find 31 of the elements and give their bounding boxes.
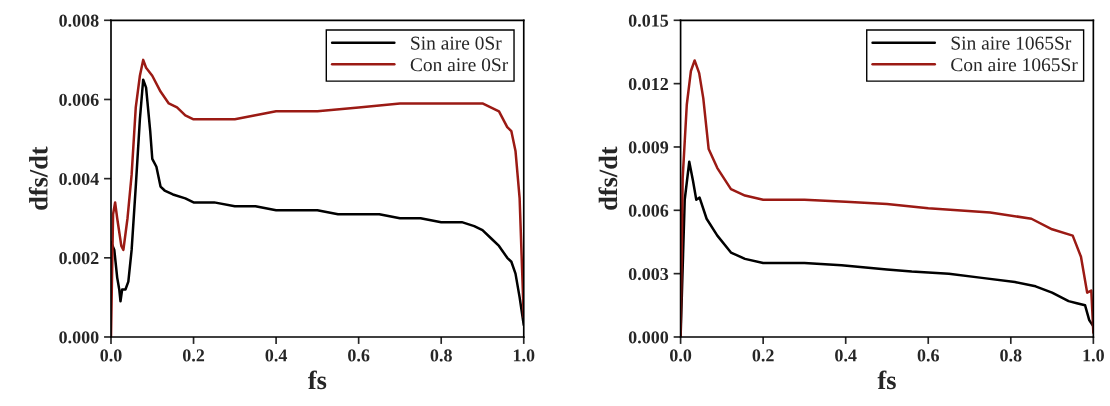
y-tick-label: 0.006 bbox=[59, 93, 99, 106]
x-tick-label: 0.6 bbox=[917, 349, 940, 362]
y-tick-label: 0.012 bbox=[628, 77, 669, 91]
x-axis-title: fs bbox=[308, 370, 327, 390]
y-tick-label: 0.009 bbox=[628, 141, 669, 154]
x-tick-label: 1.0 bbox=[513, 349, 535, 362]
y-tick-label: 0.002 bbox=[59, 252, 99, 265]
legend-label: Con aire 1065Sr bbox=[951, 58, 1078, 72]
x-tick-label: 0.8 bbox=[1000, 349, 1022, 362]
x-tick-label: 0.2 bbox=[182, 349, 205, 362]
legend-label: Sin aire 0Sr bbox=[411, 36, 502, 50]
x-tick-label: 1.0 bbox=[1083, 349, 1104, 362]
y-tick-label: 0.004 bbox=[59, 172, 99, 186]
y-tick-label: 0.003 bbox=[628, 267, 669, 281]
x-tick-label: 0.0 bbox=[670, 349, 692, 362]
y-axis-title: dfs/dt bbox=[28, 146, 48, 210]
x-axis-title: fs bbox=[877, 370, 896, 390]
x-tick-label: 0.4 bbox=[835, 349, 857, 362]
y-tick-label: 0.000 bbox=[59, 331, 99, 344]
legend-label: Sin aire 1065Sr bbox=[951, 36, 1072, 50]
x-tick-label: 0.0 bbox=[100, 349, 122, 362]
y-axis-title: dfs/dt bbox=[598, 146, 618, 210]
x-tick-label: 0.2 bbox=[752, 349, 774, 362]
legend-label: Con aire 0Sr bbox=[410, 58, 509, 72]
y-tick-label: 0.006 bbox=[628, 204, 669, 217]
x-tick-label: 0.6 bbox=[348, 349, 370, 362]
y-tick-label: 0.000 bbox=[628, 331, 669, 344]
x-tick-label: 0.8 bbox=[430, 349, 452, 362]
y-tick-label: 0.015 bbox=[628, 14, 669, 27]
x-tick-label: 0.4 bbox=[265, 349, 288, 362]
y-tick-label: 0.008 bbox=[59, 14, 99, 27]
